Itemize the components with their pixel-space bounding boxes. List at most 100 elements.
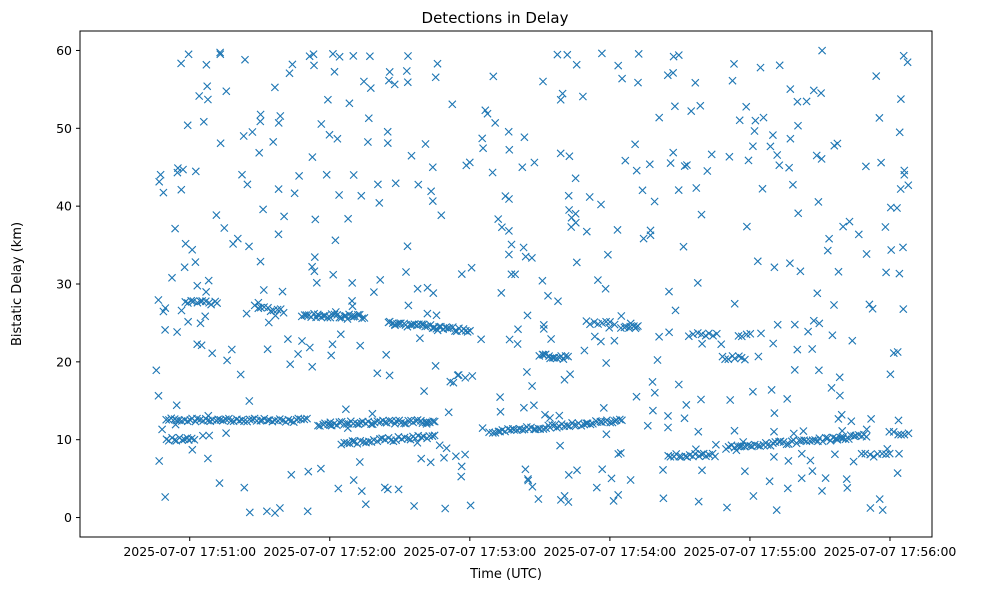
data-point <box>621 156 630 165</box>
y-tick-label: 30 <box>56 277 72 292</box>
data-point <box>256 117 265 126</box>
data-point <box>646 226 655 235</box>
data-point <box>161 493 170 501</box>
data-point <box>178 436 187 445</box>
data-point <box>602 430 611 439</box>
data-point <box>763 441 772 449</box>
data-point <box>862 432 871 441</box>
data-point <box>483 109 492 118</box>
data-point <box>358 314 367 323</box>
data-point <box>659 494 668 503</box>
data-point <box>664 411 672 420</box>
data-point <box>506 426 515 434</box>
data-point <box>825 234 834 243</box>
data-point <box>478 134 487 143</box>
data-point <box>556 495 565 504</box>
data-point <box>357 191 366 200</box>
data-point <box>548 421 557 430</box>
data-point <box>523 475 532 483</box>
data-point <box>453 371 462 380</box>
data-point <box>274 230 283 239</box>
data-point <box>868 304 877 313</box>
data-point <box>809 316 818 325</box>
data-point <box>184 317 193 326</box>
data-point <box>698 339 707 348</box>
data-point <box>521 465 530 474</box>
data-point <box>430 431 439 440</box>
data-point <box>255 148 264 157</box>
data-point <box>501 192 510 201</box>
data-point <box>264 303 272 312</box>
data-point <box>570 421 579 430</box>
data-point <box>326 421 335 430</box>
data-point <box>717 340 726 349</box>
data-point <box>776 437 785 446</box>
data-point <box>276 112 285 120</box>
data-point <box>248 415 257 424</box>
data-point <box>477 335 486 344</box>
data-point <box>328 49 337 58</box>
data-point <box>207 300 216 309</box>
data-point <box>643 421 652 430</box>
data-point <box>444 408 453 417</box>
data-point <box>773 151 782 159</box>
data-point <box>813 289 822 298</box>
data-point <box>895 128 904 137</box>
data-point <box>665 287 673 296</box>
data-point <box>797 449 806 458</box>
data-point <box>276 305 285 314</box>
data-point <box>597 49 606 58</box>
data-point <box>350 438 358 446</box>
data-point <box>899 51 908 60</box>
data-point <box>356 341 365 350</box>
data-point <box>271 311 280 320</box>
data-point <box>844 435 853 443</box>
data-point <box>857 449 866 458</box>
data-point <box>597 418 606 427</box>
data-point <box>586 420 595 429</box>
data-point <box>804 327 813 336</box>
data-point <box>180 263 189 272</box>
data-point <box>519 403 528 412</box>
data-point <box>202 287 211 296</box>
data-point <box>240 417 248 426</box>
data-point <box>758 184 767 193</box>
data-point <box>404 301 413 310</box>
data-point <box>689 330 698 339</box>
data-point <box>650 388 659 397</box>
data-point <box>541 410 549 419</box>
data-point <box>403 242 412 251</box>
data-point <box>312 278 321 287</box>
data-point <box>410 502 419 510</box>
data-point <box>461 450 470 459</box>
data-point <box>161 325 170 334</box>
data-point <box>794 121 802 130</box>
data-point <box>869 452 878 461</box>
data-point <box>243 180 252 189</box>
data-point <box>563 421 572 430</box>
data-point <box>286 360 295 369</box>
data-point <box>273 305 282 314</box>
data-point <box>441 504 450 513</box>
data-point <box>343 424 352 433</box>
data-point <box>280 212 289 221</box>
data-point <box>423 309 432 318</box>
data-point <box>659 465 667 474</box>
data-point <box>433 59 442 68</box>
data-point <box>245 508 254 517</box>
data-point <box>882 268 891 277</box>
data-point <box>886 370 895 379</box>
data-point <box>567 213 576 222</box>
data-point <box>809 86 818 95</box>
data-point <box>177 59 186 68</box>
data-point <box>544 291 552 300</box>
data-point <box>183 121 192 130</box>
data-point <box>201 312 210 321</box>
data-point <box>422 419 431 428</box>
data-point <box>522 368 531 376</box>
data-point <box>794 209 803 218</box>
data-point <box>613 225 622 234</box>
data-point <box>417 454 426 463</box>
data-point <box>528 482 537 491</box>
data-point <box>889 349 898 358</box>
